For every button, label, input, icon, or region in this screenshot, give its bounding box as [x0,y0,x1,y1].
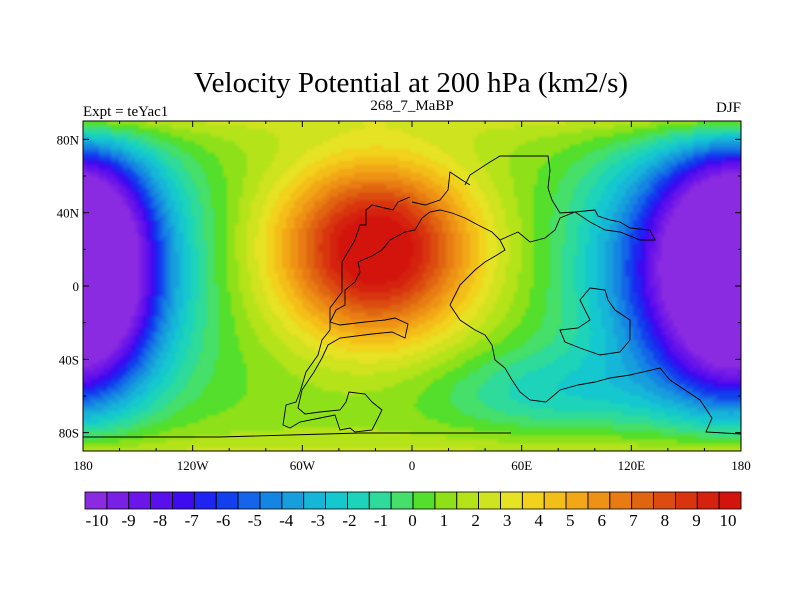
colorbar-label: -8 [153,511,167,530]
chart-title: Velocity Potential at 200 hPa (km2/s) [194,67,628,99]
colorbar-label: 4 [534,511,543,530]
x-tick-label: 120E [618,458,646,473]
colorbar-swatch [325,492,348,509]
colorbar-label: -5 [248,511,262,530]
colorbar-label: 8 [661,511,670,530]
colorbar-swatch [653,492,676,509]
colorbar-swatch [719,492,742,509]
y-axis: 80N 40N 0 40S 80S [57,132,741,441]
colorbar-swatch [697,492,720,509]
y-tick-label: 40S [59,352,79,367]
map-field [83,121,741,451]
coastline-america [282,196,506,433]
x-tick-label: 120W [177,458,210,473]
colorbar-swatch [500,492,523,509]
colorbar-swatch [391,492,414,509]
coastline-antarctica [83,432,511,438]
colorbar-label: -9 [121,511,135,530]
colorbar-swatch [172,492,195,509]
colorbar-swatch [259,492,283,509]
x-tick-label: 0 [409,458,416,473]
colorbar-swatch [609,492,633,509]
colorbar-labels: -10 -9 -8 -7 -6 -5 -4 -3 -2 -1 0 1 2 3 4 5 6 7 8 9 10 [86,511,737,530]
colorbar-swatch [238,492,261,509]
colorbar-swatch [587,492,611,509]
colorbar-swatch [85,492,108,509]
y-tick-label: 40N [57,206,80,221]
x-tick-label: 180 [73,458,93,473]
x-tick-label: 180 [731,458,751,473]
colorbar-swatch [369,492,392,509]
colorbar-box-edge [718,491,742,510]
colorbar-swatch [106,492,130,509]
colorbar-swatch [347,492,370,509]
colorbar-swatch [281,492,305,509]
x-axis: 180 120W 60W 0 60E 120E 180 [73,121,751,473]
coastline-eurasia [411,155,741,435]
colorbar-swatch [128,492,151,509]
coastline-outlines [83,155,741,438]
colorbar-label: 10 [720,511,737,530]
colorbar-label: -1 [374,511,388,530]
colorbar-label: 7 [629,511,638,530]
colorbar-swatch [456,492,479,509]
colorbar-label: -4 [279,511,294,530]
colorbar-label: 0 [408,511,417,530]
colorbar-swatch [413,492,436,509]
velocity-field-raster [83,121,741,451]
colorbar-swatch [216,492,239,509]
season-label: DJF [716,100,741,116]
colorbar [84,491,742,510]
colorbar-swatch [544,492,567,509]
colorbar-swatch [631,492,654,509]
colorbar-swatch [478,492,501,509]
y-tick-label: 80N [57,132,80,147]
colorbar-swatch [675,492,698,509]
colorbar-label: -3 [311,511,325,530]
colorbar-label: 2 [471,511,480,530]
colorbar-label: 6 [598,511,607,530]
colorbar-swatch [150,492,173,509]
coastline-australia [559,287,631,356]
x-tick-label: 60W [290,458,316,473]
colorbar-swatch [194,492,217,509]
y-tick-label: 80S [59,426,79,441]
colorbar-swatch [303,492,326,509]
colorbar-label: 5 [566,511,575,530]
run-label: 268_7_MaBP [370,98,453,114]
colorbar-label: 3 [503,511,512,530]
x-tick-label: 60E [511,458,532,473]
y-tick-label: 0 [73,279,80,294]
colorbar-label: -6 [216,511,230,530]
colorbar-label: 1 [440,511,449,530]
colorbar-label: -10 [86,511,109,530]
colorbar-swatch [566,492,589,509]
colorbar-swatch [434,492,458,509]
colorbar-label: -7 [185,511,200,530]
experiment-label: Expt = teYac1 [83,104,168,120]
colorbar-swatch [522,492,545,509]
colorbar-label: 9 [692,511,701,530]
colorbar-label: -2 [342,511,356,530]
